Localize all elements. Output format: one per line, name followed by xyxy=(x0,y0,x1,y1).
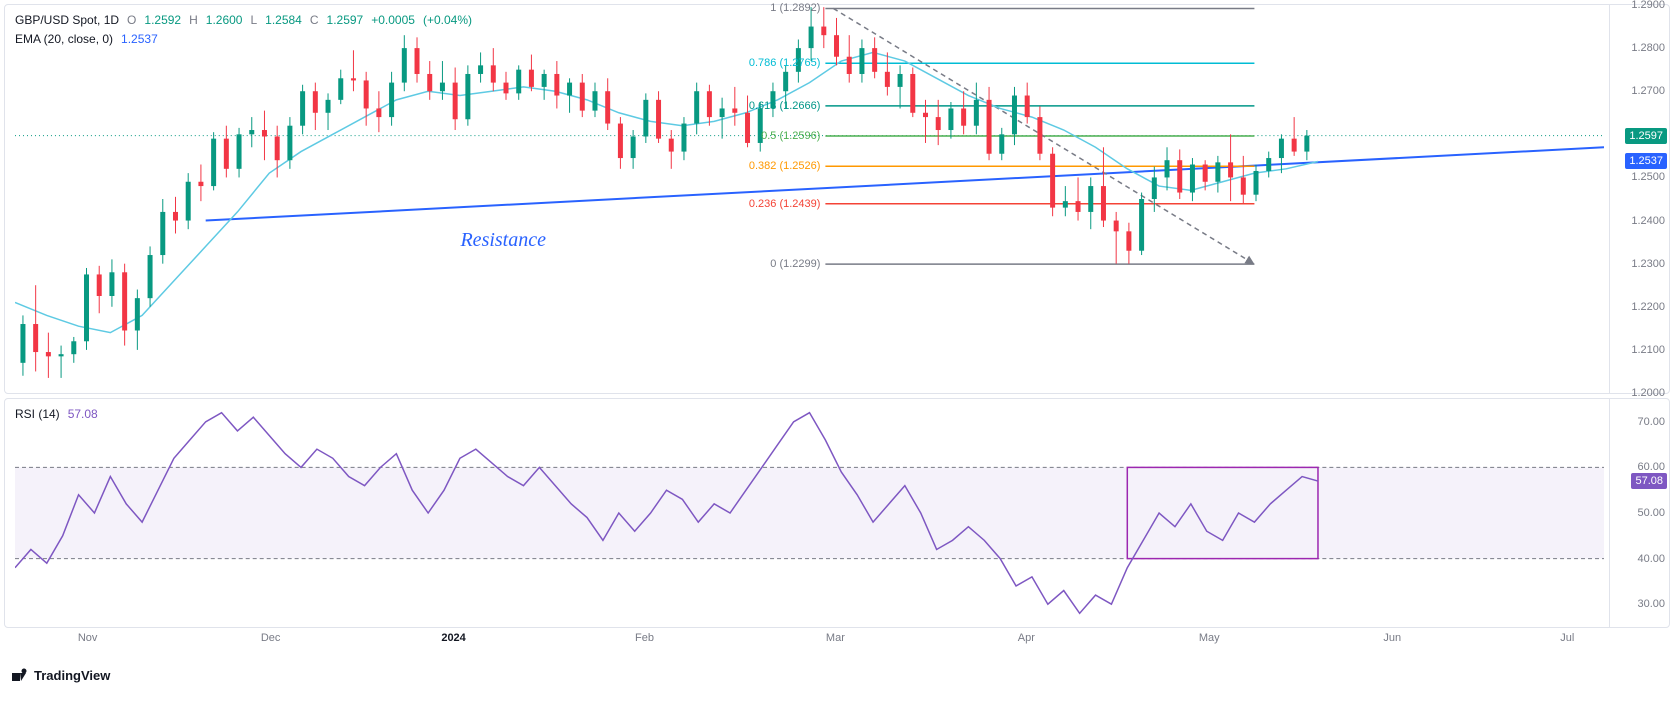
symbol-label: GBP/USD Spot, 1D xyxy=(15,11,119,30)
price-svg xyxy=(15,5,1604,393)
footer: TradingView xyxy=(0,660,1674,690)
resistance-annotation: Resistance xyxy=(460,229,546,252)
rsi-flag: 57.08 xyxy=(1631,473,1667,489)
ema-label: EMA (20, close, 0) xyxy=(15,30,113,49)
ohlc-high: 1.2600 xyxy=(206,11,243,30)
rsi-legend: RSI (14) 57.08 xyxy=(15,405,98,424)
price-chart-area[interactable]: 1 (1.2892)0.786 (1.2765)0.618 (1.2666)0.… xyxy=(15,5,1604,393)
ohlc-open: 1.2592 xyxy=(144,11,181,30)
ohlc-close: 1.2597 xyxy=(327,11,364,30)
brand-label: TradingView xyxy=(34,668,110,683)
ema-flag: 1.2537 xyxy=(1625,153,1667,169)
rsi-chart-area[interactable] xyxy=(15,399,1604,627)
x-axis-area: NovDec2024FebMarAprMayJunJul xyxy=(24,630,1615,660)
price-flag: 1.2597 xyxy=(1625,128,1667,144)
price-y-axis: 1.29001.28001.27001.26001.25001.24001.23… xyxy=(1609,5,1669,393)
price-legend: GBP/USD Spot, 1D O1.2592 H1.2600 L1.2584… xyxy=(15,11,472,49)
ohlc-change-pct: (+0.04%) xyxy=(423,11,472,30)
rsi-svg xyxy=(15,399,1604,627)
rsi-value: 57.08 xyxy=(68,405,98,424)
price-chart-panel[interactable]: GBP/USD Spot, 1D O1.2592 H1.2600 L1.2584… xyxy=(4,4,1670,394)
ohlc-change: +0.0005 xyxy=(371,11,415,30)
rsi-panel[interactable]: RSI (14) 57.08 70.0060.0050.0040.0030.00… xyxy=(4,398,1670,628)
tradingview-logo-icon xyxy=(12,668,30,682)
rsi-label: RSI (14) xyxy=(15,405,60,424)
rsi-y-axis: 70.0060.0050.0040.0030.0057.08 xyxy=(1609,399,1669,627)
ema-value: 1.2537 xyxy=(121,30,158,49)
ohlc-low: 1.2584 xyxy=(265,11,302,30)
x-axis-panel: NovDec2024FebMarAprMayJunJul xyxy=(4,630,1670,660)
